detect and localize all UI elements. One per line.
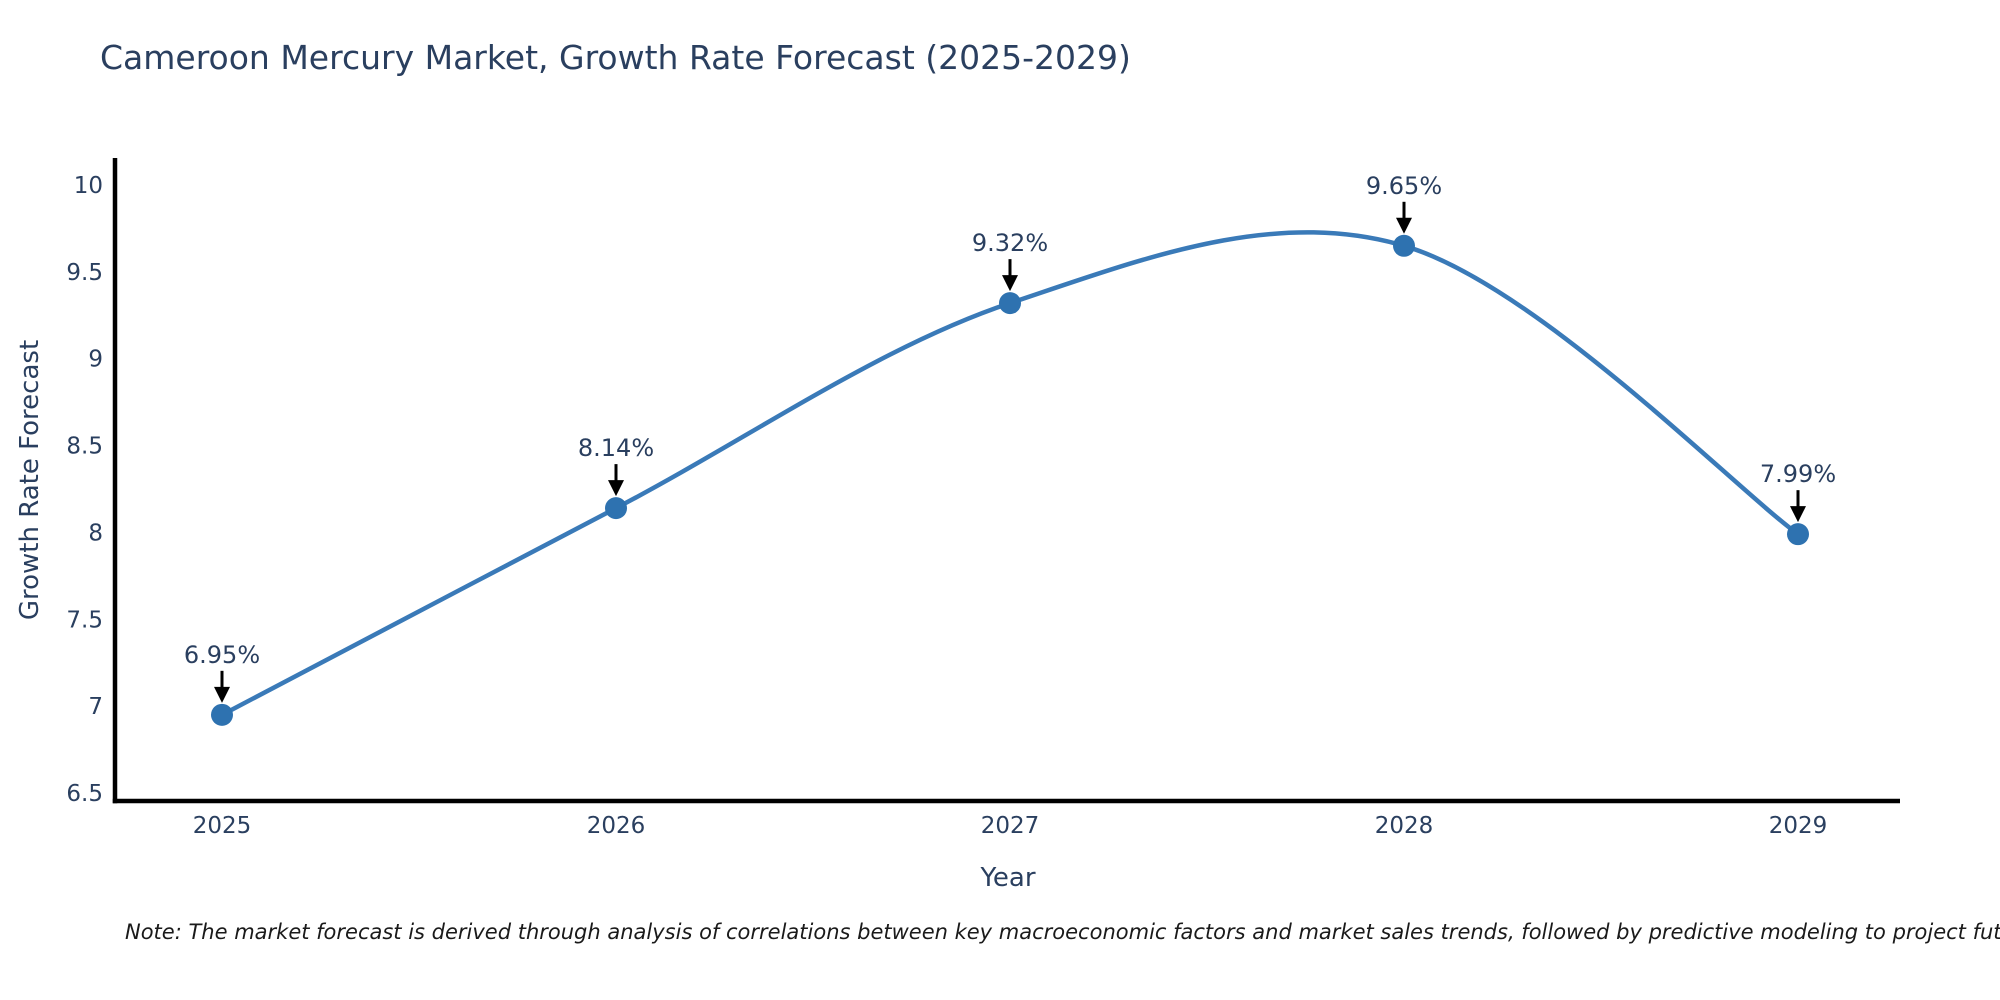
data-point-label: 9.32% <box>972 229 1048 257</box>
data-point-marker <box>1393 234 1415 257</box>
data-point-marker <box>999 292 1021 315</box>
data-point-label: 8.14% <box>578 434 654 462</box>
data-point-marker <box>1787 523 1809 546</box>
y-tick-label: 6.5 <box>66 781 103 807</box>
annotation-arrow-head <box>608 480 624 497</box>
data-point-marker <box>605 497 627 520</box>
x-axis-title: Year <box>980 863 1036 893</box>
y-tick-label: 8.5 <box>66 434 103 460</box>
x-tick-label: 2028 <box>1375 813 1434 839</box>
y-tick-label: 7 <box>88 694 103 720</box>
annotation-arrow-head <box>1790 506 1806 523</box>
data-point-label: 9.65% <box>1366 172 1442 200</box>
x-tick-label: 2026 <box>587 813 646 839</box>
y-tick-label: 8 <box>88 520 103 546</box>
y-tick-label: 9.5 <box>66 260 103 286</box>
annotation-arrow-head <box>1396 217 1412 234</box>
x-tick-label: 2025 <box>193 813 252 839</box>
footnote-text: Note: The market forecast is derived thr… <box>125 920 2000 944</box>
y-tick-label: 9 <box>88 347 103 373</box>
annotation-arrow-head <box>214 686 230 703</box>
data-point-label: 7.99% <box>1760 460 1836 488</box>
x-tick-label: 2029 <box>1769 813 1828 839</box>
data-point-marker <box>211 703 233 726</box>
data-point-label: 6.95% <box>184 641 260 669</box>
y-tick-label: 10 <box>74 173 103 199</box>
annotation-arrow-head <box>1002 275 1018 292</box>
y-tick-label: 7.5 <box>66 607 103 633</box>
x-tick-label: 2027 <box>981 813 1040 839</box>
chart-title: Cameroon Mercury Market, Growth Rate For… <box>100 38 1131 77</box>
